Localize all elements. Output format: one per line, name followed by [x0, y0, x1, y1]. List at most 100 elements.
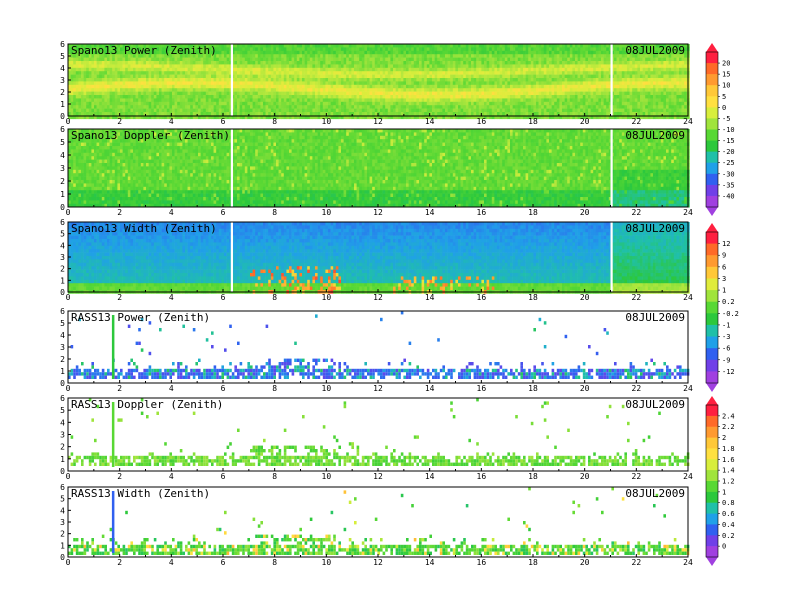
- heatmap-cell: [140, 71, 144, 75]
- heatmap-cell: [525, 101, 529, 106]
- heatmap-cell: [195, 101, 199, 106]
- heatmap-cell: [421, 47, 425, 52]
- heatmap-cell: [525, 71, 529, 75]
- heatmap-cell: [528, 50, 532, 55]
- heatmap-cell: [616, 74, 620, 79]
- heatmap-cell: [200, 44, 204, 48]
- heatmap-cell: [135, 91, 139, 96]
- heatmap-cell: [541, 84, 545, 89]
- heatmap-cell: [523, 95, 526, 99]
- heatmap-cell: [517, 115, 521, 120]
- heatmap-cell: [291, 67, 295, 72]
- heatmap-cell: [205, 61, 209, 65]
- heatmap-cell: [143, 81, 147, 86]
- heatmap-cell: [120, 47, 123, 52]
- heatmap-cell: [127, 78, 131, 82]
- heatmap-cell: [624, 95, 628, 99]
- heatmap-cell: [260, 67, 264, 72]
- heatmap-cell: [140, 108, 144, 113]
- heatmap-cell: [603, 50, 607, 55]
- heatmap-cell: [491, 44, 495, 48]
- heatmap-cell: [302, 78, 305, 82]
- heatmap-cell: [471, 67, 474, 72]
- heatmap-cell: [283, 95, 287, 99]
- heatmap-cell: [322, 57, 326, 62]
- heatmap-cell: [650, 84, 654, 89]
- heatmap-cell: [208, 98, 212, 103]
- heatmap-cell: [494, 47, 498, 52]
- heatmap-cell: [603, 44, 607, 48]
- heatmap-cell: [213, 115, 217, 120]
- heatmap-cell: [400, 88, 404, 92]
- heatmap-cell: [268, 44, 272, 48]
- heatmap-cell: [135, 67, 139, 72]
- heatmap-cell: [484, 67, 487, 72]
- heatmap-cell: [250, 105, 253, 109]
- heatmap-cell: [270, 57, 274, 62]
- heatmap-cell: [182, 98, 186, 103]
- heatmap-cell: [502, 81, 506, 86]
- heatmap-cell: [595, 78, 599, 82]
- heatmap-cell: [211, 54, 214, 58]
- heatmap-cell: [359, 95, 363, 99]
- heatmap-cell: [83, 91, 87, 96]
- heatmap-cell: [629, 47, 633, 52]
- heatmap-cell: [153, 108, 157, 113]
- heatmap-cell: [403, 81, 407, 86]
- heatmap-cell: [367, 81, 370, 86]
- heatmap-cell: [351, 44, 355, 48]
- heatmap-cell: [621, 47, 625, 52]
- heatmap-cell: [637, 95, 641, 99]
- heatmap-cell: [494, 105, 498, 109]
- heatmap-cell: [195, 88, 199, 92]
- heatmap-cell: [447, 115, 451, 120]
- heatmap-cell: [465, 44, 469, 48]
- heatmap-cell: [307, 115, 311, 120]
- heatmap-cell: [374, 95, 378, 99]
- heatmap-cell: [588, 112, 591, 116]
- heatmap-cell: [598, 98, 602, 103]
- heatmap-cell: [213, 78, 217, 82]
- heatmap-cell: [421, 74, 425, 79]
- heatmap-cell: [161, 84, 165, 89]
- heatmap-cell: [632, 54, 636, 58]
- heatmap-cell: [224, 105, 227, 109]
- heatmap-cell: [606, 91, 610, 96]
- heatmap-cell: [374, 112, 378, 116]
- heatmap-cell: [468, 88, 472, 92]
- heatmap-cell: [325, 54, 329, 58]
- heatmap-cell: [247, 91, 251, 96]
- heatmap-cell: [268, 78, 272, 82]
- heatmap-cell: [268, 115, 272, 120]
- heatmap-cell: [192, 61, 196, 65]
- heatmap-cell: [606, 61, 610, 65]
- heatmap-cell: [559, 88, 563, 92]
- heatmap-cell: [406, 84, 409, 89]
- heatmap-cell: [81, 57, 84, 62]
- heatmap-cell: [198, 98, 201, 103]
- heatmap-cell: [309, 88, 313, 92]
- heatmap-cell: [161, 105, 165, 109]
- heatmap-cell: [257, 101, 261, 106]
- heatmap-cell: [203, 112, 207, 116]
- heatmap-cell: [283, 84, 287, 89]
- heatmap-cell: [260, 54, 264, 58]
- heatmap-cell: [143, 112, 147, 116]
- heatmap-cell: [398, 95, 402, 99]
- heatmap-cell: [525, 112, 529, 116]
- heatmap-cell: [619, 50, 623, 55]
- heatmap-cell: [104, 112, 108, 116]
- heatmap-cell: [107, 88, 110, 92]
- heatmap-cell: [325, 81, 329, 86]
- heatmap-cell: [471, 84, 474, 89]
- heatmap-cell: [86, 84, 90, 89]
- heatmap-cell: [437, 112, 441, 116]
- heatmap-cell: [289, 105, 292, 109]
- heatmap-cell: [265, 54, 269, 58]
- heatmap-cell: [530, 54, 534, 58]
- heatmap-cell: [541, 64, 545, 69]
- heatmap-cell: [546, 84, 550, 89]
- heatmap-cell: [413, 108, 417, 113]
- heatmap-cell: [96, 88, 100, 92]
- heatmap-cell: [372, 50, 376, 55]
